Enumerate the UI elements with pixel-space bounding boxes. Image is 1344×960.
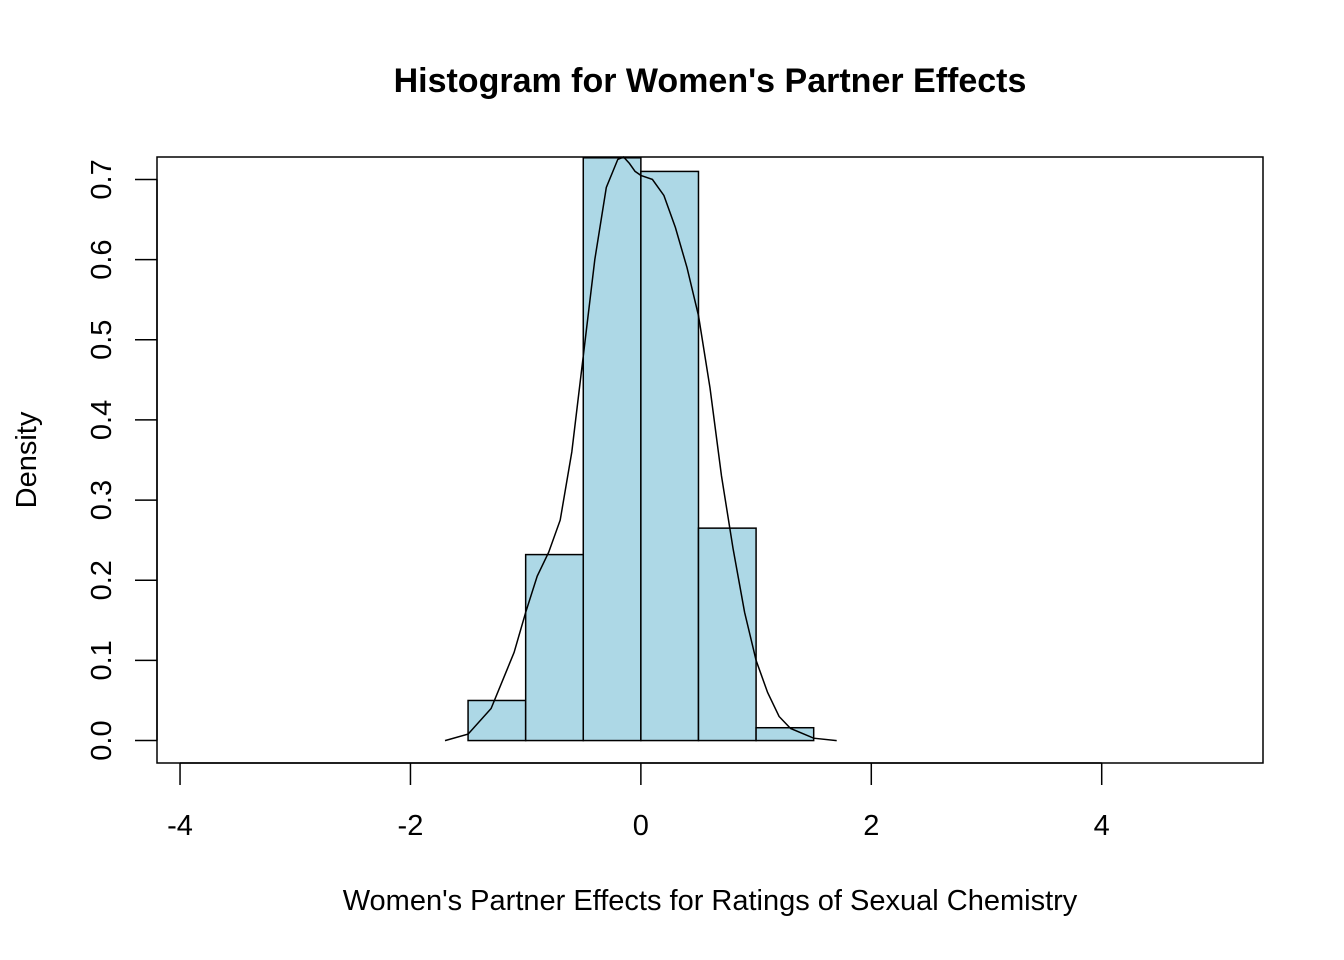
histogram-bar-0 <box>467 699 527 742</box>
y-tick-label-3: 0.3 <box>86 480 118 520</box>
y-tick-label-5: 0.5 <box>86 320 118 360</box>
histogram-bar-3 <box>640 170 700 742</box>
y-tick-label-7: 0.7 <box>86 159 118 199</box>
histogram-bar-2 <box>582 157 642 742</box>
y-axis: 0.0 0.1 0.2 0.3 0.4 0.5 0.6 0.7 <box>86 159 158 761</box>
y-tick-label-4: 0.4 <box>86 400 118 440</box>
chart-title: Histogram for Women's Partner Effects <box>394 62 1027 100</box>
y-tick-label-6: 0.6 <box>86 239 118 279</box>
histogram-bars <box>467 157 815 742</box>
histogram-bar-4 <box>697 527 757 742</box>
x-axis: -4 -2 0 2 4 <box>167 762 1110 842</box>
x-tick-label-3: 2 <box>863 810 879 842</box>
x-tick-label-4: 4 <box>1094 810 1110 842</box>
histogram-bar-5 <box>755 726 815 742</box>
y-tick-label-1: 0.1 <box>86 640 118 680</box>
x-axis-label: Women's Partner Effects for Ratings of S… <box>343 885 1078 917</box>
density-curve <box>444 156 837 742</box>
x-tick-label-1: -2 <box>398 810 424 842</box>
y-tick-label-0: 0.0 <box>86 720 118 760</box>
y-axis-label: Density <box>11 411 43 508</box>
y-tick-label-2: 0.2 <box>86 560 118 600</box>
x-tick-label-2: 0 <box>633 810 649 842</box>
x-tick-label-0: -4 <box>167 810 193 842</box>
histogram-bar-1 <box>524 553 585 742</box>
